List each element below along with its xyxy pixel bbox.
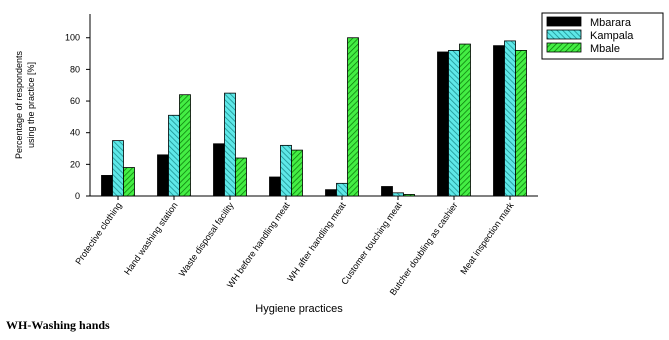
bar-mbarara: [325, 189, 337, 197]
y-tick-label: 20: [70, 159, 80, 169]
y-tick-label: 80: [70, 64, 80, 74]
legend-swatch-mbale: [546, 42, 582, 53]
category-label: WH before handling meat: [225, 200, 292, 290]
bar-mbarara: [493, 45, 505, 197]
y-tick-label: 60: [70, 96, 80, 106]
bar-mbale: [515, 50, 527, 197]
legend-label-mbale: Mbale: [590, 43, 620, 55]
bar-kampala: [448, 50, 460, 197]
bar-kampala: [336, 182, 348, 197]
y-axis-title-line-2: using the practice [%]: [26, 62, 36, 148]
bar-mbale: [179, 94, 191, 197]
legend-swatch-mbarara: [546, 16, 582, 27]
x-axis-title: Hygiene practices: [255, 303, 343, 315]
category-label: Meat inspection mark: [458, 200, 516, 276]
bar-kampala: [504, 40, 516, 197]
legend-swatch-kampala: [546, 29, 582, 40]
bar-mbale: [123, 167, 135, 197]
bar-mbale: [459, 43, 471, 197]
y-tick-label: 100: [65, 33, 80, 43]
bar-kampala: [280, 144, 292, 197]
bars: [101, 37, 527, 200]
y-axis-title-line-1: Percentage of respondents: [14, 50, 24, 159]
bar-kampala: [224, 92, 236, 197]
y-tick-label: 0: [75, 191, 80, 201]
bar-mbarara: [213, 143, 225, 197]
bar-mbale: [347, 37, 359, 197]
bar-kampala: [112, 140, 124, 197]
category-label: Protective clothing: [73, 200, 123, 266]
category-label: Waste disposal facility: [177, 200, 236, 278]
bar-mbarara: [157, 154, 169, 197]
category-label: WH after handling meat: [285, 200, 348, 284]
footnote: WH-Washing hands: [6, 318, 110, 332]
bar-kampala: [168, 114, 180, 197]
bar-kampala: [392, 192, 404, 197]
legend-label-kampala: Kampala: [590, 30, 634, 42]
category-label: Butcher doubling as cashier: [388, 200, 460, 297]
bar-mbarara: [101, 175, 113, 197]
y-tick-label: 40: [70, 128, 80, 138]
bar-mbale: [291, 149, 303, 197]
y-ticks: 0 20 40 60 80 100: [65, 33, 90, 201]
category-label: Customer touching meat: [339, 200, 404, 286]
bar-mbale: [235, 157, 247, 197]
legend-label-mbarara: Mbarara: [590, 17, 632, 29]
bar-mbarara: [437, 51, 449, 197]
category-label: Hand washing station: [122, 200, 180, 276]
bar-mbarara: [381, 186, 393, 197]
bar-mbarara: [269, 176, 281, 197]
bar-mbale: [403, 194, 415, 197]
